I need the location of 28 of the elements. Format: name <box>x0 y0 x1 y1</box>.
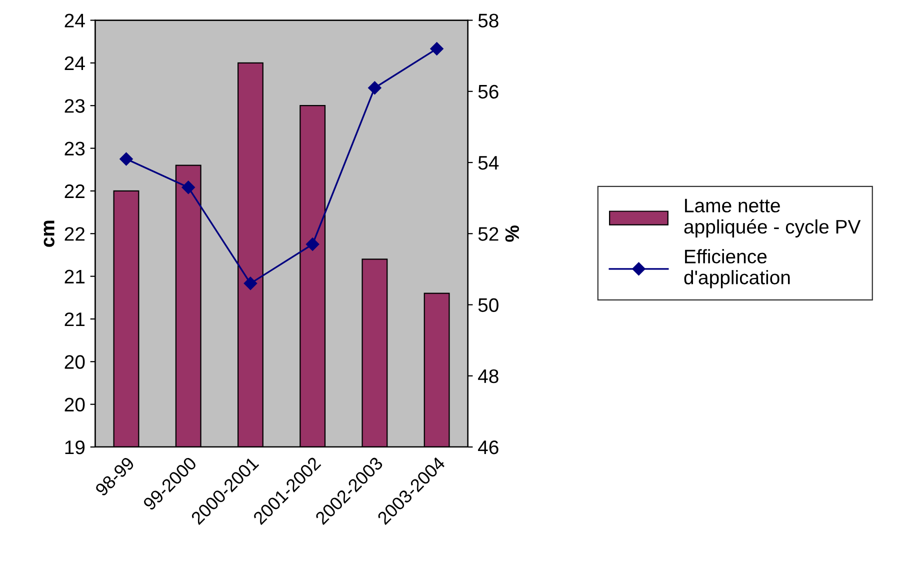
y-tick-label: 22 <box>64 184 84 198</box>
point <box>244 276 258 290</box>
y2-tick-label: 50 <box>478 298 498 312</box>
y-tick-label: 24 <box>64 14 85 28</box>
y-tick-label: 24 <box>64 56 85 70</box>
y-tick-label: 19 <box>65 440 85 454</box>
y-tick-label: 21 <box>64 270 85 284</box>
y2-tick-label: 58 <box>478 14 498 28</box>
point <box>182 180 195 194</box>
point <box>368 81 382 94</box>
y-tick-label: 22 <box>64 227 84 241</box>
y-tick-label: 20 <box>64 398 85 412</box>
y2-tick-label: 48 <box>478 369 498 384</box>
y-tick-label: 20 <box>64 355 85 369</box>
y-tick-label: 23 <box>64 99 85 113</box>
y-tick-label: 23 <box>64 142 85 156</box>
point <box>306 238 320 251</box>
y2-tick-label: 56 <box>478 84 498 99</box>
y2-tick-label: 52 <box>478 227 498 241</box>
y-axis-title: cm <box>44 220 54 247</box>
y2-tick-label: 54 <box>478 156 499 170</box>
point <box>430 42 444 56</box>
y2-axis-title: % <box>505 225 520 242</box>
legend-label: Lame nette appliquée - cycle PV <box>684 198 861 238</box>
legend-label: Efficience d'application <box>684 249 790 288</box>
y2-tick-label: 46 <box>478 440 498 454</box>
point <box>120 152 133 166</box>
y-tick-label: 21 <box>64 312 85 326</box>
